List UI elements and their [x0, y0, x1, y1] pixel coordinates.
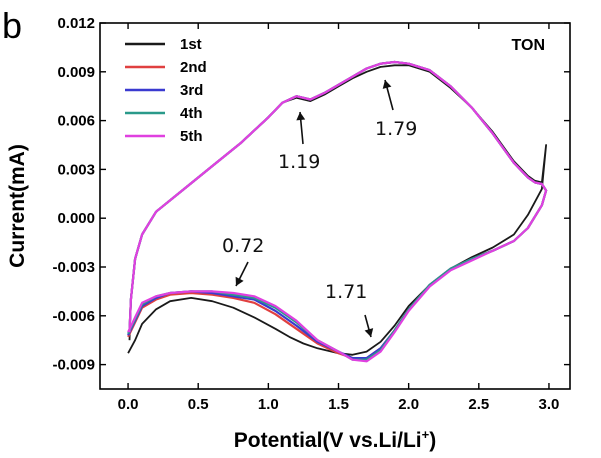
x-tick-label: 2.5 — [468, 396, 489, 413]
x-axis-title: Potential(V vs.Li/Li+) — [234, 427, 436, 452]
y-tick-label: -0.003 — [52, 259, 95, 276]
x-axis-title-close: ) — [429, 429, 436, 452]
x-tick-label: 1.0 — [258, 396, 279, 413]
legend: 1st 2nd 3rd 4th 5th — [125, 36, 207, 145]
y-tick-label: -0.006 — [52, 308, 95, 325]
legend-label-1st: 1st — [180, 36, 202, 53]
y-tick-label: 0.012 — [57, 15, 95, 32]
x-tick-label: 1.5 — [328, 396, 349, 413]
series-line-5th — [127, 60, 548, 363]
legend-label-4th: 4th — [180, 105, 203, 122]
x-axis-title-main: Potential(V vs.Li/Li — [234, 429, 422, 452]
annotation-label: 1.71 — [325, 281, 367, 303]
y-tick-label: 0.000 — [57, 210, 95, 227]
annotation-label: 0.72 — [222, 235, 264, 257]
panel-label: b — [2, 5, 22, 46]
annotation-arrow-head — [364, 328, 374, 337]
annotation-arrow-head — [235, 276, 244, 286]
chart-title: TON — [512, 37, 545, 54]
y-axis-title: Current(mA) — [6, 144, 29, 268]
annotation-label: 1.19 — [278, 151, 320, 173]
x-axis: 0.0 0.5 1.0 1.5 2.0 2.5 3.0 — [118, 23, 560, 413]
annotations: 1.19 1.79 0.72 1.71 — [222, 79, 417, 338]
x-tick-label: 3.0 — [539, 396, 560, 413]
annotation-arrow-head — [382, 80, 392, 89]
plot-frame — [99, 22, 571, 390]
annotation-label: 1.79 — [375, 118, 417, 140]
x-axis-title-sup: + — [422, 427, 430, 442]
y-tick-label: 0.009 — [57, 64, 95, 81]
x-tick-label: 2.0 — [398, 396, 419, 413]
legend-label-2nd: 2nd — [180, 59, 207, 76]
y-tick-label: 0.003 — [57, 161, 95, 178]
legend-label-3rd: 3rd — [180, 82, 203, 99]
y-tick-label: -0.009 — [52, 357, 95, 374]
annotation-arrow-head — [296, 112, 306, 121]
legend-label-5th: 5th — [180, 128, 203, 145]
y-axis: -0.009 -0.006 -0.003 0.000 0.003 0.006 0.009 0.… — [52, 15, 570, 374]
x-tick-label: 0.5 — [188, 396, 209, 413]
y-tick-label: 0.006 — [57, 113, 95, 130]
x-tick-label: 0.0 — [118, 396, 139, 413]
series-layer — [127, 60, 548, 363]
plot-area — [99, 22, 571, 390]
